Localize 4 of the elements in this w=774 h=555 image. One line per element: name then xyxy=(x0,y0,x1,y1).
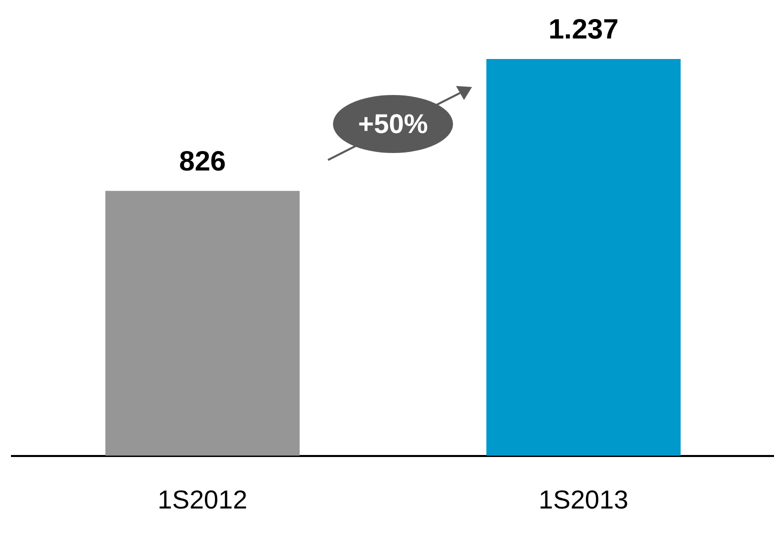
x-tick-label: 1S2012 xyxy=(158,484,248,515)
x-tick-label: 1S2013 xyxy=(538,484,628,515)
data-label: 1.237 xyxy=(548,14,619,45)
data-label: 826 xyxy=(179,146,226,177)
